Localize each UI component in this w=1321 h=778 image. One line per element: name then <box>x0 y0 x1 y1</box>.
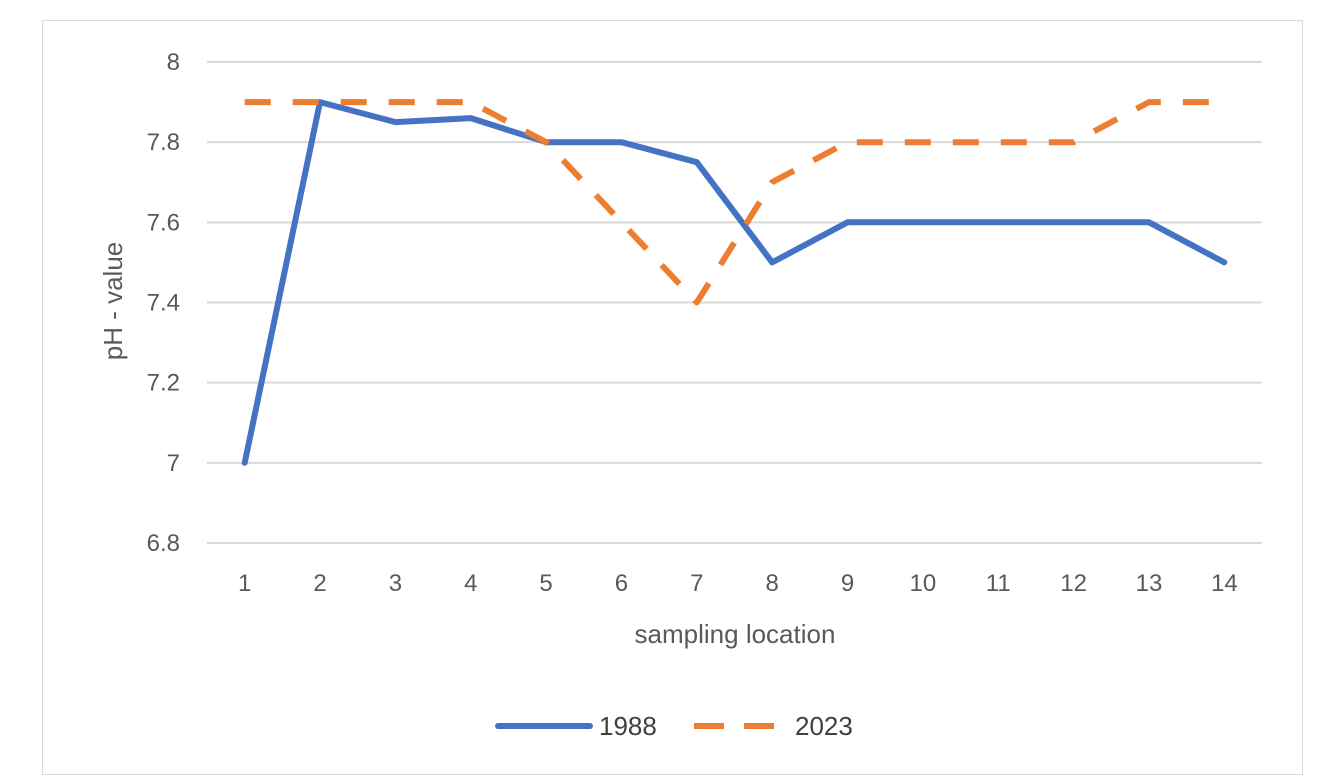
x-tick-label: 8 <box>765 570 778 597</box>
x-tick-label: 4 <box>464 570 477 597</box>
y-tick-label: 7.4 <box>147 290 180 317</box>
y-tick-label: 6.8 <box>147 530 180 557</box>
series-line-1988 <box>241 99 1228 466</box>
x-tick-label: 14 <box>1211 570 1238 597</box>
x-tick-label: 6 <box>615 570 628 597</box>
y-tick-label: 7.8 <box>147 129 180 156</box>
x-tick-label: 13 <box>1136 570 1163 597</box>
y-axis-title: pH - value <box>98 242 128 361</box>
legend-label-2023: 2023 <box>795 711 853 741</box>
x-tick-label: 2 <box>313 570 326 597</box>
y-tick-label: 7.6 <box>147 209 180 236</box>
series-lines <box>241 99 1228 466</box>
x-tick-label: 7 <box>690 570 703 597</box>
series-line-2023 <box>244 99 1225 306</box>
x-tick-label: 10 <box>910 570 937 597</box>
gridlines <box>207 61 1262 544</box>
x-tick-label: 11 <box>986 570 1011 597</box>
y-axis-ticks: 6.8 7 7.2 7.4 7.6 7.8 8 <box>147 49 180 557</box>
x-axis-title: sampling location <box>635 619 836 649</box>
legend: 1988 2023 <box>495 711 853 741</box>
x-tick-label: 3 <box>389 570 402 597</box>
x-axis-ticks: 1 2 3 4 5 6 7 8 9 10 11 12 13 14 <box>238 570 1238 597</box>
x-tick-label: 12 <box>1060 570 1087 597</box>
x-tick-label: 9 <box>841 570 854 597</box>
legend-label-1988: 1988 <box>599 711 657 741</box>
y-tick-label: 7 <box>167 450 180 477</box>
x-tick-label: 5 <box>539 570 552 597</box>
y-tick-label: 7.2 <box>147 370 180 397</box>
y-tick-label: 8 <box>167 49 180 76</box>
x-tick-label: 1 <box>238 570 251 597</box>
chart-frame <box>42 20 1303 775</box>
